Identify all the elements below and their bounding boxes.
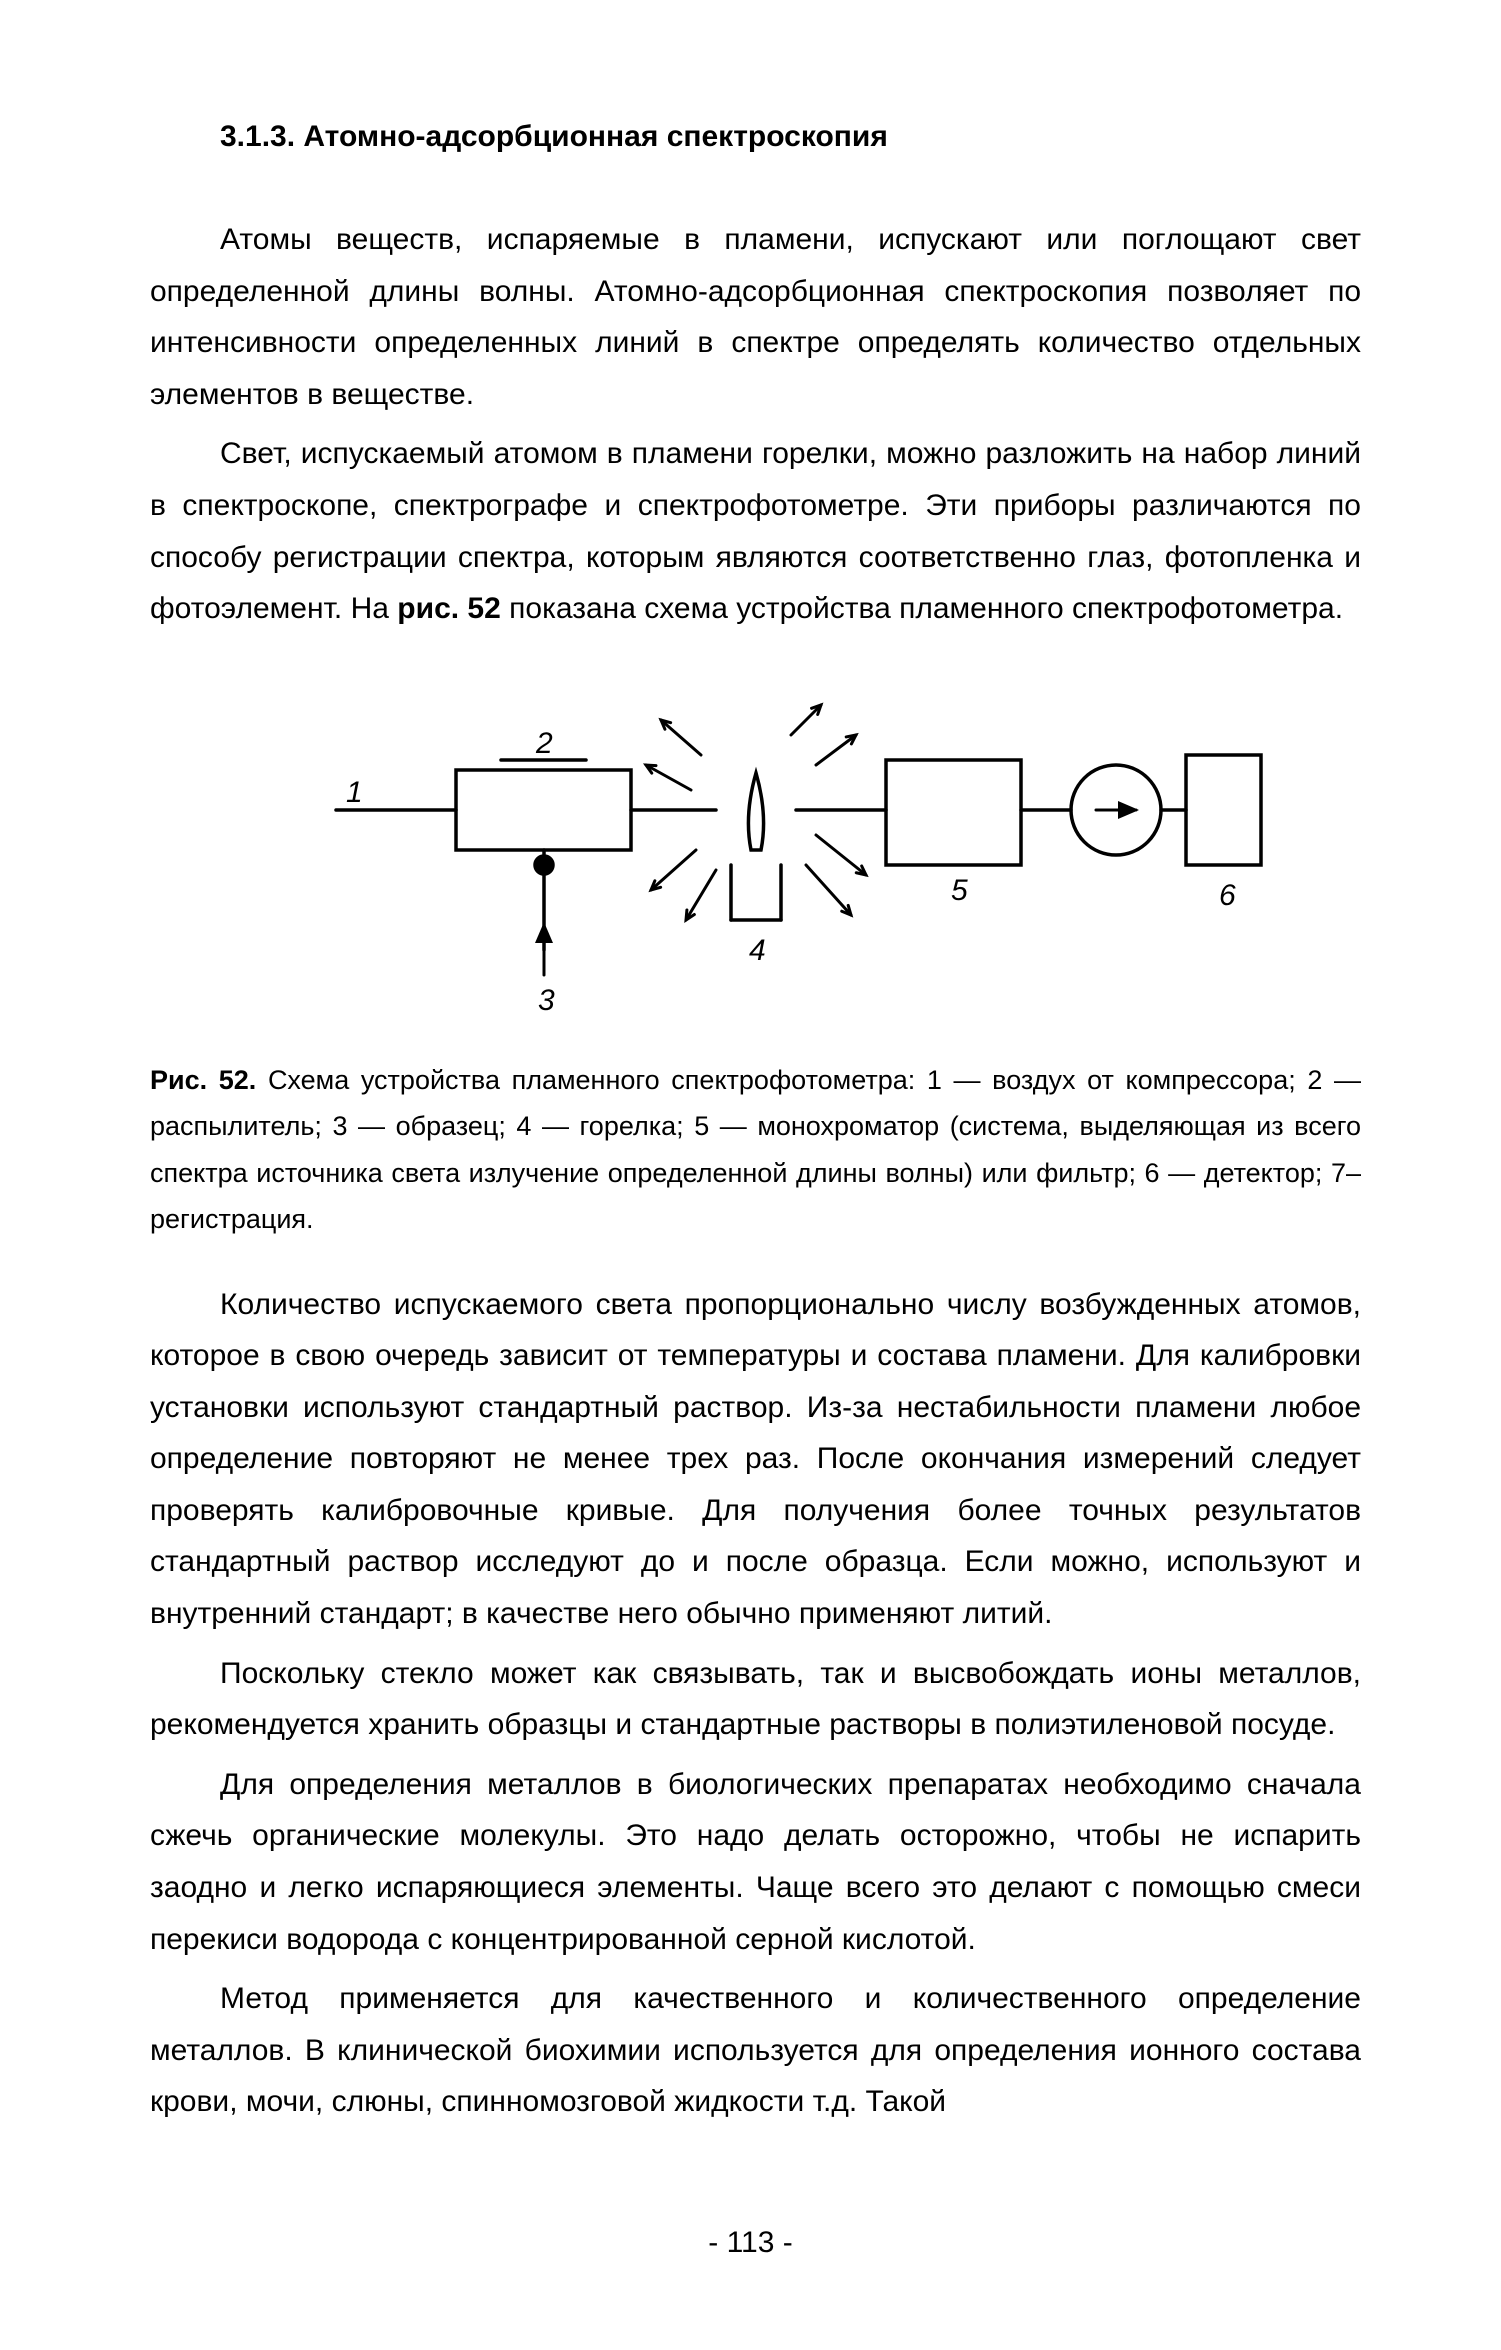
svg-text:5: 5: [951, 874, 968, 907]
paragraph-2: Свет, испускаемый атомом в пламени горел…: [150, 428, 1361, 634]
spectrophotometer-diagram: 1 2 3 4 5 6: [246, 665, 1266, 1035]
paragraph-4: Поскольку стекло может как связывать, та…: [150, 1648, 1361, 1751]
figure-caption: Рис. 52. Схема устройства пламенного спе…: [150, 1057, 1361, 1243]
svg-text:3: 3: [538, 984, 555, 1017]
section-heading: 3.1.3. Атомно-адсорбционная спектроскопи…: [220, 120, 1361, 154]
paragraph-6: Метод применяется для качественного и ко…: [150, 1973, 1361, 2128]
svg-text:1: 1: [346, 776, 363, 809]
figure-caption-lead: Рис. 52.: [150, 1065, 256, 1095]
paragraph-2-tail: показана схема устройства пламенного спе…: [509, 592, 1343, 625]
paragraph-2-figref: рис. 52: [397, 592, 501, 625]
svg-text:6: 6: [1219, 879, 1236, 912]
figure-caption-body: Схема устройства пламенного спектрофотом…: [150, 1065, 1361, 1234]
paragraph-1: Атомы веществ, испаряемые в пламени, исп…: [150, 214, 1361, 420]
paragraph-3: Количество испускаемого света пропорцион…: [150, 1279, 1361, 1640]
paragraph-5: Для определения металлов в биологических…: [150, 1759, 1361, 1965]
page-number: - 113 -: [0, 2226, 1501, 2260]
svg-text:4: 4: [749, 934, 766, 967]
svg-text:2: 2: [535, 727, 553, 760]
document-page: 3.1.3. Атомно-адсорбционная спектроскопи…: [0, 0, 1501, 2350]
figure-wrap: 1 2 3 4 5 6: [150, 665, 1361, 1035]
